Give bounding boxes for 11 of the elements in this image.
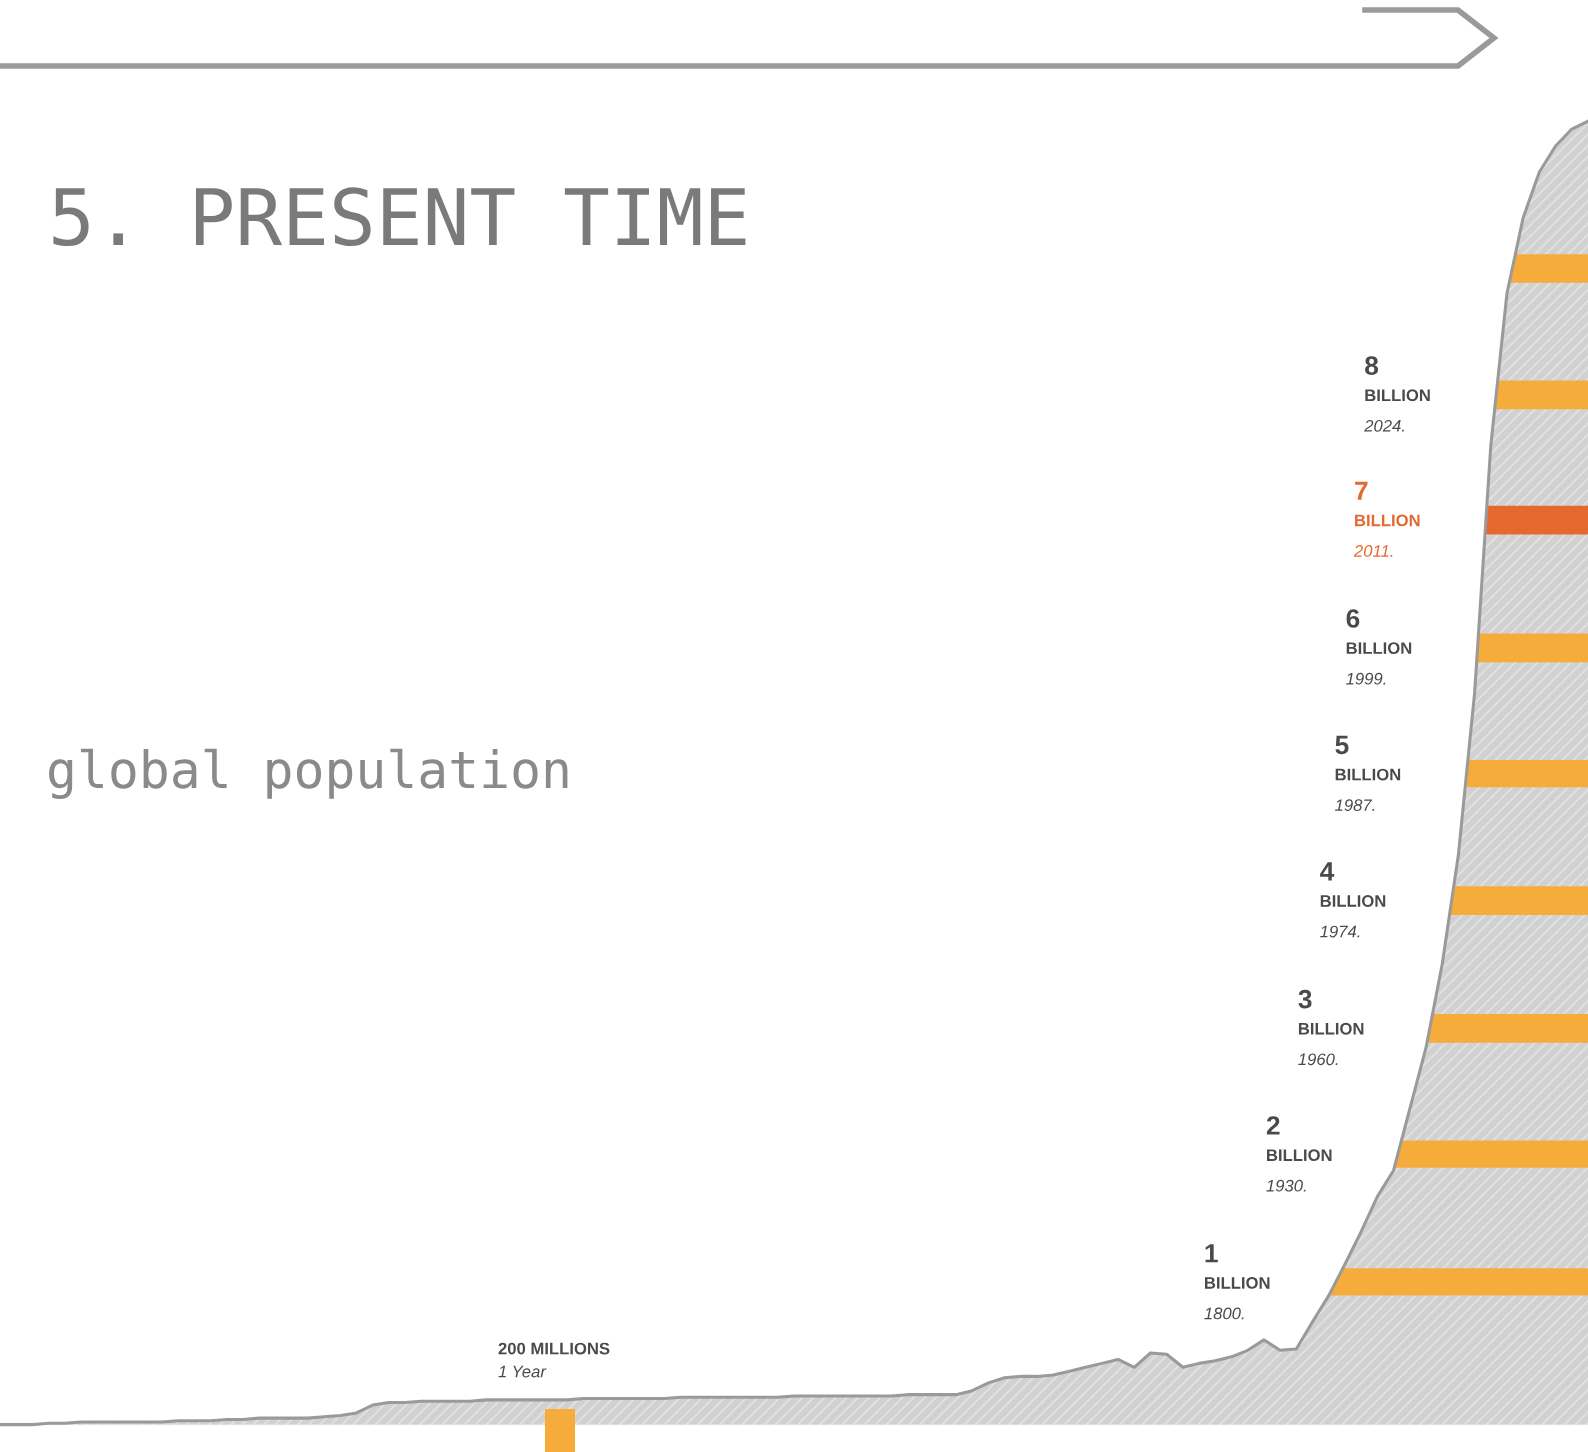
band-label: 3 BILLION 1960. [1298, 989, 1364, 1066]
text: 5. PRESENT TIME [53, 187, 746, 247]
band-label: 1 BILLION 1800. [1204, 1244, 1270, 1320]
band-label: 6 BILLION 1999. [1346, 609, 1412, 685]
text: global population [49, 748, 568, 800]
band-label: 8 BILLION 2024. [1364, 356, 1430, 432]
band-label: 5 BILLION 1987. [1335, 735, 1401, 812]
annotation: 200 MILLIONS 1 Year [498, 1342, 610, 1378]
band-label: 7 BILLION 2011. [1353, 481, 1420, 557]
band-label: 2 BILLION 1930. [1266, 1116, 1332, 1192]
band-label: 4 BILLION 1974. [1320, 862, 1386, 938]
